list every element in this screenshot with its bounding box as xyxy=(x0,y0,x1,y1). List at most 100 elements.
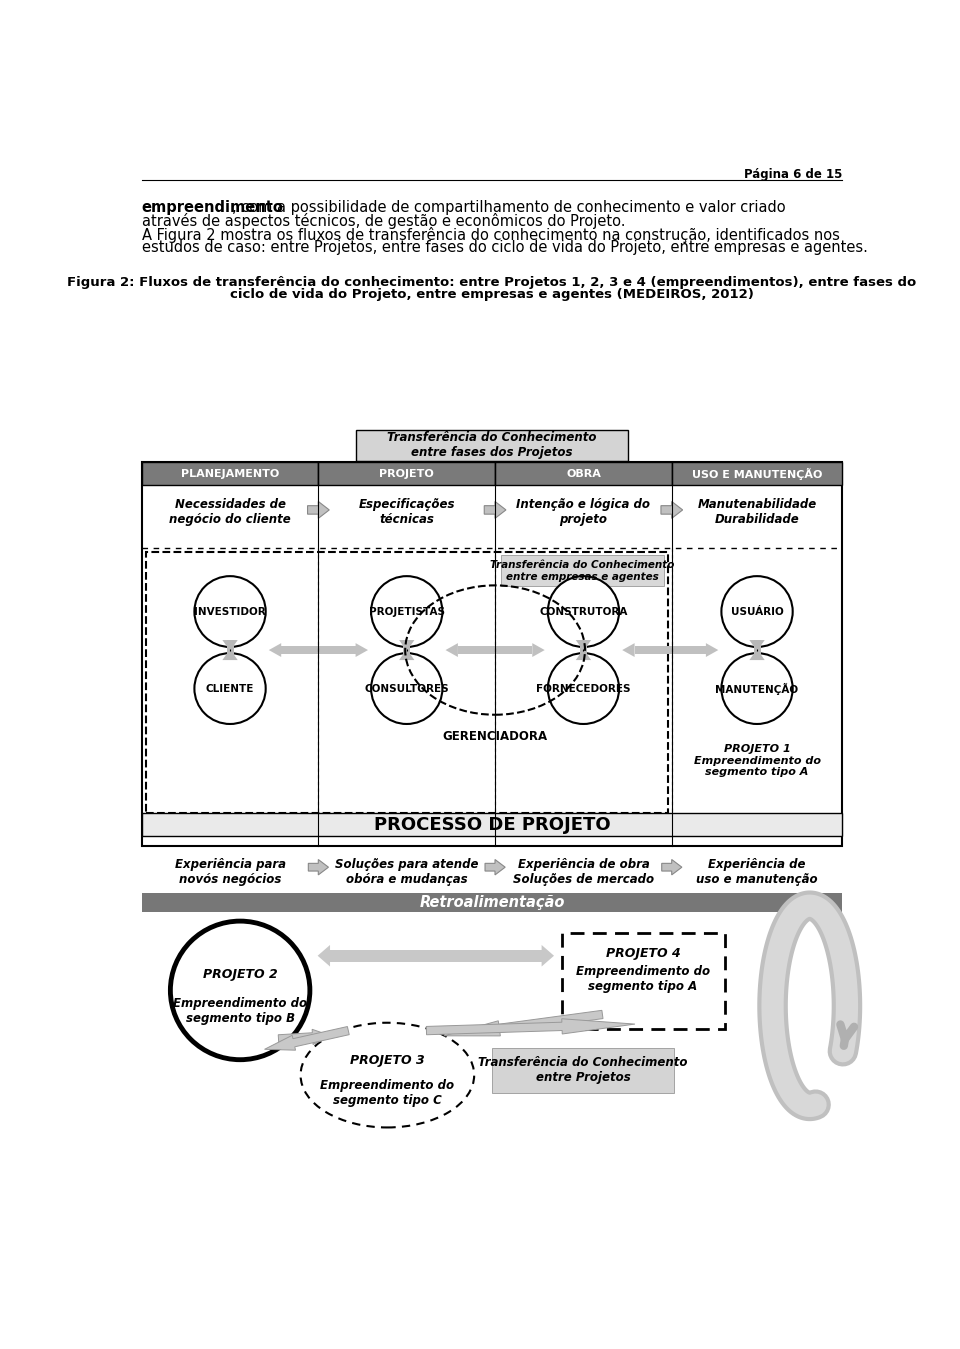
Text: Necessidades de
negócio do cliente: Necessidades de negócio do cliente xyxy=(169,498,291,526)
Bar xyxy=(142,893,842,912)
Polygon shape xyxy=(307,502,329,518)
Bar xyxy=(403,639,410,660)
Circle shape xyxy=(548,576,619,648)
Polygon shape xyxy=(269,643,281,657)
Polygon shape xyxy=(265,1027,349,1050)
Polygon shape xyxy=(532,643,544,657)
Text: GERENCIADORA: GERENCIADORA xyxy=(443,730,547,743)
Polygon shape xyxy=(399,649,415,660)
Bar xyxy=(635,646,706,654)
Bar xyxy=(281,646,355,654)
Text: INVESTIDOR: INVESTIDOR xyxy=(194,607,266,616)
Polygon shape xyxy=(576,639,591,650)
Text: CLIENTE: CLIENTE xyxy=(205,684,254,693)
Circle shape xyxy=(170,921,310,1060)
Text: Manutenabilidade
Durabilidade: Manutenabilidade Durabilidade xyxy=(697,498,817,526)
Text: Especificações
técnicas: Especificações técnicas xyxy=(358,498,455,526)
Bar xyxy=(356,430,628,460)
Polygon shape xyxy=(750,649,765,660)
Bar xyxy=(580,639,587,660)
Circle shape xyxy=(194,653,266,724)
Circle shape xyxy=(372,653,443,724)
Circle shape xyxy=(721,653,793,724)
Bar xyxy=(142,463,319,486)
Polygon shape xyxy=(660,502,683,518)
Bar xyxy=(330,950,541,962)
Polygon shape xyxy=(399,639,415,650)
Text: Empreendimento do
segmento tipo A: Empreendimento do segmento tipo A xyxy=(576,965,710,993)
Bar xyxy=(501,556,664,587)
Text: Experiência de obra
Soluções de mercado: Experiência de obra Soluções de mercado xyxy=(513,858,654,886)
Bar xyxy=(672,463,842,486)
Text: Figura 2: Fluxos de transferência do conhecimento: entre Projetos 1, 2, 3 e 4 (e: Figura 2: Fluxos de transferência do con… xyxy=(67,275,917,289)
Bar xyxy=(227,639,233,660)
Text: Experiência para
novós negócios: Experiência para novós negócios xyxy=(175,858,285,886)
Text: OBRA: OBRA xyxy=(566,468,601,479)
Text: CONSTRUTORA: CONSTRUTORA xyxy=(540,607,628,616)
Text: Página 6 de 15: Página 6 de 15 xyxy=(744,169,842,181)
Bar xyxy=(562,932,725,1029)
Text: Transferência do Conhecimento
entre fases dos Projetos: Transferência do Conhecimento entre fase… xyxy=(387,432,597,459)
Text: PROJETO: PROJETO xyxy=(379,468,434,479)
Polygon shape xyxy=(426,1018,635,1035)
Bar xyxy=(495,463,672,486)
Ellipse shape xyxy=(300,1023,474,1128)
Text: Soluções para atende
obóra e mudanças: Soluções para atende obóra e mudanças xyxy=(335,858,478,886)
Text: através de aspectos técnicos, de gestão e econômicos do Projeto.: através de aspectos técnicos, de gestão … xyxy=(142,213,625,229)
Text: Transferência do Conhecimento
entre empresas e agentes: Transferência do Conhecimento entre empr… xyxy=(491,560,675,581)
Polygon shape xyxy=(278,1029,331,1044)
Bar xyxy=(319,463,495,486)
Bar xyxy=(142,463,842,846)
Text: , com a possibilidade de compartilhamento de conhecimento e valor criado: , com a possibilidade de compartilhament… xyxy=(232,201,786,216)
Polygon shape xyxy=(541,944,554,966)
Text: USUÁRIO: USUÁRIO xyxy=(731,607,783,616)
Text: USO E MANUTENÇÃO: USO E MANUTENÇÃO xyxy=(692,468,822,480)
Text: PROJETO 4: PROJETO 4 xyxy=(606,947,681,959)
Text: Intenção e lógica do
projeto: Intenção e lógica do projeto xyxy=(516,498,651,526)
Text: Experiência de
uso e manutenção: Experiência de uso e manutenção xyxy=(696,858,818,886)
Text: ciclo de vida do Projeto, entre empresas e agentes (MEDEIROS, 2012): ciclo de vida do Projeto, entre empresas… xyxy=(230,289,754,301)
Polygon shape xyxy=(576,649,591,660)
Bar xyxy=(319,463,495,486)
Text: estudos de caso: entre Projetos, entre fases do ciclo de vida do Projeto, entre : estudos de caso: entre Projetos, entre f… xyxy=(142,240,868,255)
Text: MANUTENÇÃO: MANUTENÇÃO xyxy=(715,683,799,695)
Polygon shape xyxy=(223,649,238,660)
Text: PROJETO 1
Empreendimento do
segmento tipo A: PROJETO 1 Empreendimento do segmento tip… xyxy=(693,745,821,777)
Text: Empreendimento do
segmento tipo C: Empreendimento do segmento tipo C xyxy=(321,1079,454,1108)
Bar xyxy=(492,1048,674,1093)
Circle shape xyxy=(721,576,793,648)
Bar xyxy=(142,813,842,836)
Bar xyxy=(458,646,532,654)
Text: Retroalimentação: Retroalimentação xyxy=(420,896,564,911)
Bar xyxy=(672,463,842,486)
Circle shape xyxy=(548,653,619,724)
Polygon shape xyxy=(355,643,368,657)
Polygon shape xyxy=(485,859,505,876)
Bar xyxy=(754,639,760,660)
Text: FORNECEDORES: FORNECEDORES xyxy=(537,684,631,693)
Polygon shape xyxy=(223,639,238,650)
Polygon shape xyxy=(308,859,328,876)
Text: Transferência do Conhecimento
entre Projetos: Transferência do Conhecimento entre Proj… xyxy=(478,1056,687,1085)
Text: CONSULTORES: CONSULTORES xyxy=(365,684,449,693)
Text: A Figura 2 mostra os fluxos de transferência do conhecimento na construção, iden: A Figura 2 mostra os fluxos de transferê… xyxy=(142,227,840,243)
Text: PROCESSO DE PROJETO: PROCESSO DE PROJETO xyxy=(373,816,611,834)
Text: PROJETO 2: PROJETO 2 xyxy=(203,969,277,981)
Polygon shape xyxy=(444,1010,603,1036)
Bar xyxy=(495,463,672,486)
Text: empreendimento: empreendimento xyxy=(142,201,283,216)
Polygon shape xyxy=(484,502,506,518)
Polygon shape xyxy=(318,944,330,966)
Text: PROJETISTAS: PROJETISTAS xyxy=(369,607,444,616)
Bar xyxy=(142,463,319,486)
Text: PROJETO 3: PROJETO 3 xyxy=(350,1055,424,1067)
Polygon shape xyxy=(706,643,718,657)
Text: PLANEJAMENTO: PLANEJAMENTO xyxy=(180,468,279,479)
Text: Empreendimento do
segmento tipo B: Empreendimento do segmento tipo B xyxy=(173,997,307,1024)
Circle shape xyxy=(372,576,443,648)
Polygon shape xyxy=(750,639,765,650)
Polygon shape xyxy=(622,643,635,657)
Polygon shape xyxy=(661,859,682,876)
Polygon shape xyxy=(445,643,458,657)
Circle shape xyxy=(194,576,266,648)
